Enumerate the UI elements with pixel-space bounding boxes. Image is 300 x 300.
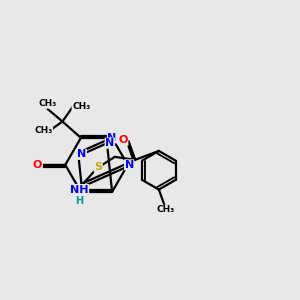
Text: CH₃: CH₃ [38, 99, 57, 108]
Text: O: O [33, 160, 42, 170]
Text: N: N [77, 149, 86, 159]
Text: N: N [107, 133, 117, 143]
Text: N: N [105, 138, 114, 148]
Text: CH₃: CH₃ [72, 102, 90, 111]
Text: NH: NH [70, 184, 89, 194]
Text: N: N [124, 160, 134, 170]
Text: CH₃: CH₃ [34, 126, 52, 135]
Text: O: O [118, 135, 128, 145]
Text: S: S [94, 162, 102, 172]
Text: CH₃: CH₃ [157, 205, 175, 214]
Text: H: H [75, 196, 83, 206]
